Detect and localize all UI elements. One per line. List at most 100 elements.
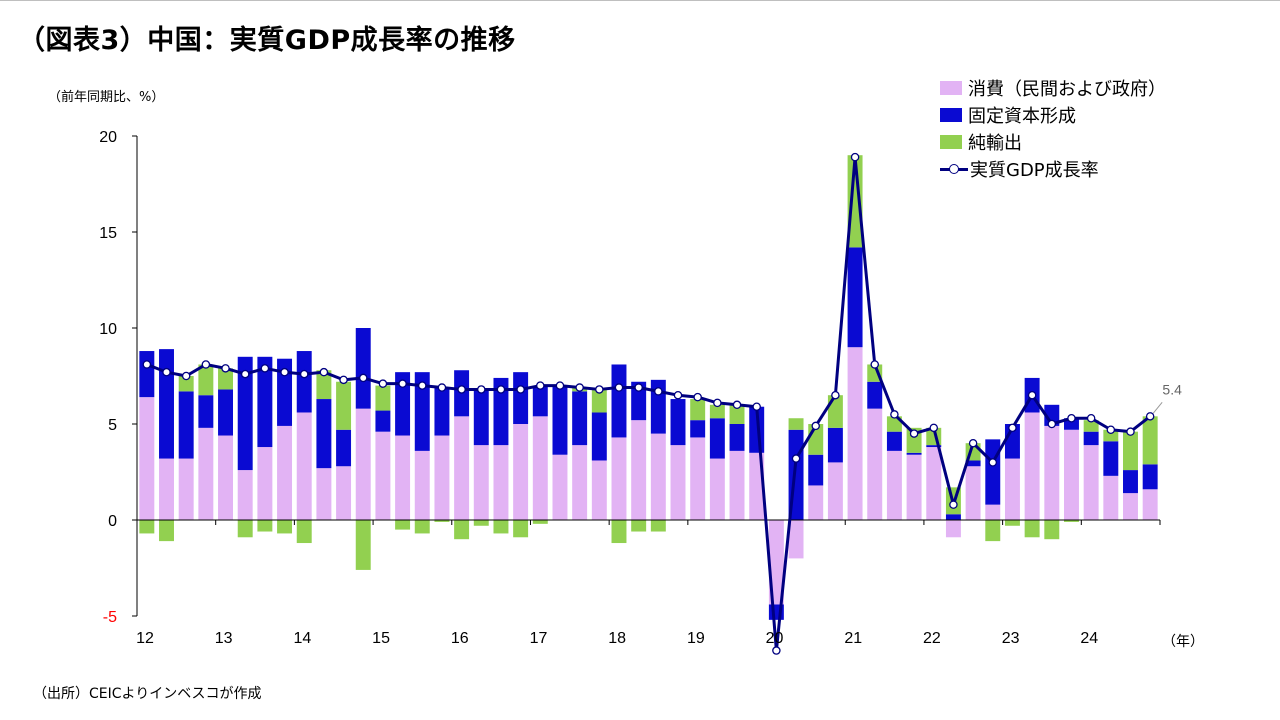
legend-swatch-investment xyxy=(940,107,962,122)
x-tick-label: 12 xyxy=(136,630,154,647)
bar-consumption xyxy=(631,420,647,520)
bar-consumption xyxy=(945,520,961,538)
x-tick-label: 17 xyxy=(530,630,548,647)
bar-consumption xyxy=(257,447,273,520)
bar-consumption xyxy=(414,450,430,520)
bar-consumption xyxy=(375,431,391,520)
x-tick-label: 16 xyxy=(451,630,469,647)
bar-investment xyxy=(670,399,686,446)
y-unit-label: （前年同期比、%） xyxy=(48,90,165,105)
bar-consumption xyxy=(237,470,253,520)
gdp-point xyxy=(713,398,722,408)
gdp-point xyxy=(319,367,329,377)
bar-net_exports xyxy=(237,520,253,538)
bar-net_exports xyxy=(296,520,312,544)
bar-investment xyxy=(552,385,568,455)
gdp-point xyxy=(1067,413,1076,423)
bar-investment xyxy=(395,372,411,436)
bar-investment xyxy=(139,351,155,398)
gdp-point xyxy=(457,385,466,394)
page-title: （図表3）中国：実質GDP成長率の推移 xyxy=(18,25,516,56)
bar-investment xyxy=(493,377,509,446)
bar-consumption xyxy=(139,397,155,520)
gdp-point xyxy=(418,381,427,390)
bar-consumption xyxy=(611,437,627,520)
y-tick-label: 10 xyxy=(99,321,117,338)
bar-net_exports xyxy=(1064,520,1079,522)
bar-net_exports xyxy=(159,520,174,542)
bar-net_exports xyxy=(690,399,706,421)
gdp-point xyxy=(772,646,781,655)
gdp-point xyxy=(791,454,801,463)
x-tick-label: 14 xyxy=(293,630,311,647)
bar-net_exports xyxy=(847,155,863,248)
gdp-point xyxy=(949,500,958,509)
gdp-point xyxy=(890,410,899,419)
gdp-point xyxy=(1126,427,1135,436)
bar-investment xyxy=(513,372,529,424)
gdp-point xyxy=(280,367,289,377)
bar-net_exports xyxy=(1004,520,1020,526)
bar-investment xyxy=(572,391,588,446)
gdp-point xyxy=(654,387,663,396)
bar-investment xyxy=(434,387,450,436)
bar-consumption xyxy=(178,458,194,520)
bar-consumption xyxy=(729,450,745,520)
gdp-point xyxy=(1027,390,1037,400)
y-tick-label: 15 xyxy=(99,225,117,242)
bar-consumption xyxy=(827,462,843,520)
bar-investment xyxy=(178,391,194,459)
gdp-point xyxy=(831,390,840,400)
bar-consumption xyxy=(493,445,509,520)
bar-consumption xyxy=(808,485,824,520)
bar-net_exports xyxy=(434,520,450,522)
bar-consumption xyxy=(965,466,981,520)
bar-consumption xyxy=(454,416,470,520)
gdp-point xyxy=(516,385,525,394)
bar-net_exports xyxy=(513,520,529,538)
bar-net_exports xyxy=(886,416,902,432)
bar-investment xyxy=(867,381,883,409)
bar-net_exports xyxy=(650,520,666,532)
bar-consumption xyxy=(473,445,489,520)
legend-label-gdp: 実質GDP成長率 xyxy=(970,159,1099,181)
bar-consumption xyxy=(1044,425,1060,520)
bar-consumption xyxy=(650,433,666,520)
legend-item-investment: 固定資本形成 xyxy=(940,101,1166,128)
gdp-point xyxy=(634,383,643,392)
bar-consumption xyxy=(277,425,293,520)
legend-item-consumption: 消費（民間および政府） xyxy=(940,74,1166,101)
bar-net_exports xyxy=(493,520,509,534)
bar-consumption xyxy=(985,504,1001,520)
gdp-point xyxy=(398,379,407,388)
bar-consumption xyxy=(218,435,233,520)
bar-investment xyxy=(473,389,489,446)
bar-net_exports xyxy=(355,520,371,570)
bar-consumption xyxy=(552,454,568,520)
gdp-point xyxy=(496,385,506,394)
bar-net_exports xyxy=(827,395,843,428)
bar-investment xyxy=(690,420,706,438)
bar-consumption xyxy=(847,347,863,520)
bar-net_exports xyxy=(631,520,647,532)
bar-consumption xyxy=(1064,429,1079,520)
bar-net_exports xyxy=(336,381,352,430)
bar-investment xyxy=(611,364,627,438)
bar-consumption xyxy=(434,435,450,520)
bar-net_exports xyxy=(316,370,332,400)
bar-consumption xyxy=(296,412,312,520)
bar-investment xyxy=(827,427,843,463)
chart-legend: 消費（民間および政府） 固定資本形成 純輸出 実質GDP成長率 xyxy=(940,74,1166,182)
x-tick-label: 19 xyxy=(687,630,705,647)
x-axis-label: （年） xyxy=(1162,634,1204,650)
bar-consumption xyxy=(788,520,804,559)
gdp-point xyxy=(1106,425,1116,435)
bar-consumption xyxy=(926,447,942,520)
bar-net_exports xyxy=(277,520,293,534)
gdp-point xyxy=(988,458,998,467)
bar-investment xyxy=(906,452,922,455)
bar-consumption xyxy=(532,416,548,520)
y-tick-label: -5 xyxy=(103,609,117,626)
x-tick-label: 23 xyxy=(1002,630,1020,647)
bar-investment xyxy=(198,395,214,428)
